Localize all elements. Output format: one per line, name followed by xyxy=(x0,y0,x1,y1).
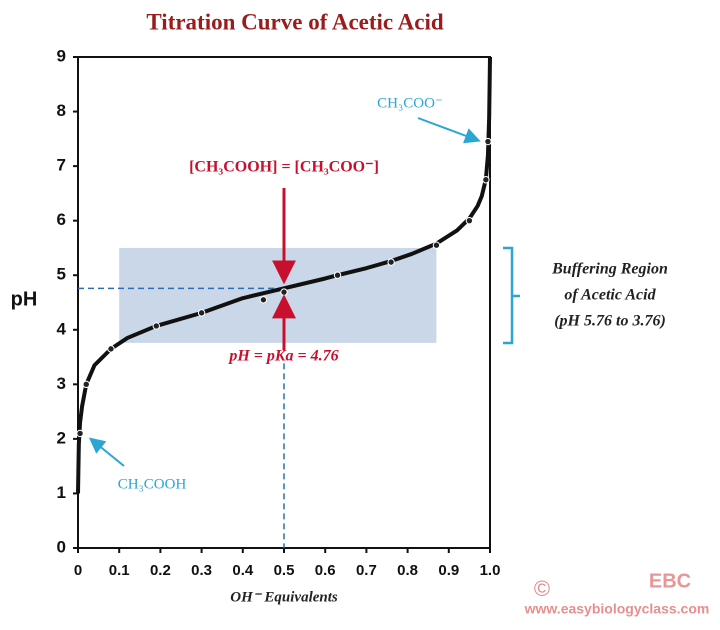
data-point xyxy=(76,429,84,438)
buffer-label: Buffering Region xyxy=(551,261,668,278)
data-point xyxy=(484,137,492,146)
data-point xyxy=(107,345,115,353)
data-point xyxy=(152,322,160,330)
x-tick-label: 0.3 xyxy=(191,562,212,579)
watermark: © xyxy=(534,576,550,601)
arrow xyxy=(88,437,125,467)
data-point xyxy=(82,380,90,389)
data-point xyxy=(333,271,342,279)
y-tick-label: 6 xyxy=(57,210,66,229)
data-point xyxy=(432,241,441,249)
y-tick-label: 0 xyxy=(57,537,66,556)
y-tick-label: 5 xyxy=(57,265,66,284)
y-tick-label: 8 xyxy=(57,101,66,120)
y-tick-label: 1 xyxy=(57,483,66,502)
y-tick-label: 4 xyxy=(57,319,67,338)
buffer-label: of Acetic Acid xyxy=(564,287,656,304)
data-point xyxy=(387,258,395,266)
annotation: [CH₃COOH] = [CH₃COO⁻] xyxy=(189,159,379,176)
data-point xyxy=(259,296,268,304)
y-tick-label: 7 xyxy=(57,156,66,175)
buffer-label: (pH 5.76 to 3.76) xyxy=(554,313,666,330)
bracket xyxy=(503,246,520,345)
x-tick-label: 0.5 xyxy=(274,562,295,579)
arrow xyxy=(417,117,481,144)
annotation: pH = pKa = 4.76 xyxy=(227,348,338,365)
x-tick-label: 0.1 xyxy=(109,562,130,579)
x-tick-label: 0 xyxy=(74,562,82,579)
y-tick-label: 9 xyxy=(57,46,66,65)
x-axis-label: OH⁻ Equivalents xyxy=(230,589,338,605)
watermark: EBC xyxy=(649,570,691,592)
x-tick-label: 0.2 xyxy=(150,562,171,579)
data-point xyxy=(197,309,206,317)
x-tick-label: 0.9 xyxy=(438,562,459,579)
data-point xyxy=(482,176,490,184)
y-axis-label: pH xyxy=(11,288,38,310)
annotation: CH₃COO⁻ xyxy=(377,95,443,111)
annotation: CH₃COOH xyxy=(118,476,187,492)
x-tick-label: 0.8 xyxy=(397,562,418,579)
watermark: www.easybiologyclass.com xyxy=(524,601,710,617)
data-point xyxy=(465,216,474,225)
y-tick-label: 2 xyxy=(57,428,66,447)
x-tick-label: 0.7 xyxy=(356,562,377,579)
y-tick-label: 3 xyxy=(57,374,66,393)
data-point xyxy=(280,288,288,296)
x-tick-label: 0.6 xyxy=(315,562,336,579)
x-tick-label: 0.4 xyxy=(232,562,254,579)
x-tick-label: 1.0 xyxy=(480,562,501,579)
chart-title: Titration Curve of Acetic Acid xyxy=(146,9,443,34)
